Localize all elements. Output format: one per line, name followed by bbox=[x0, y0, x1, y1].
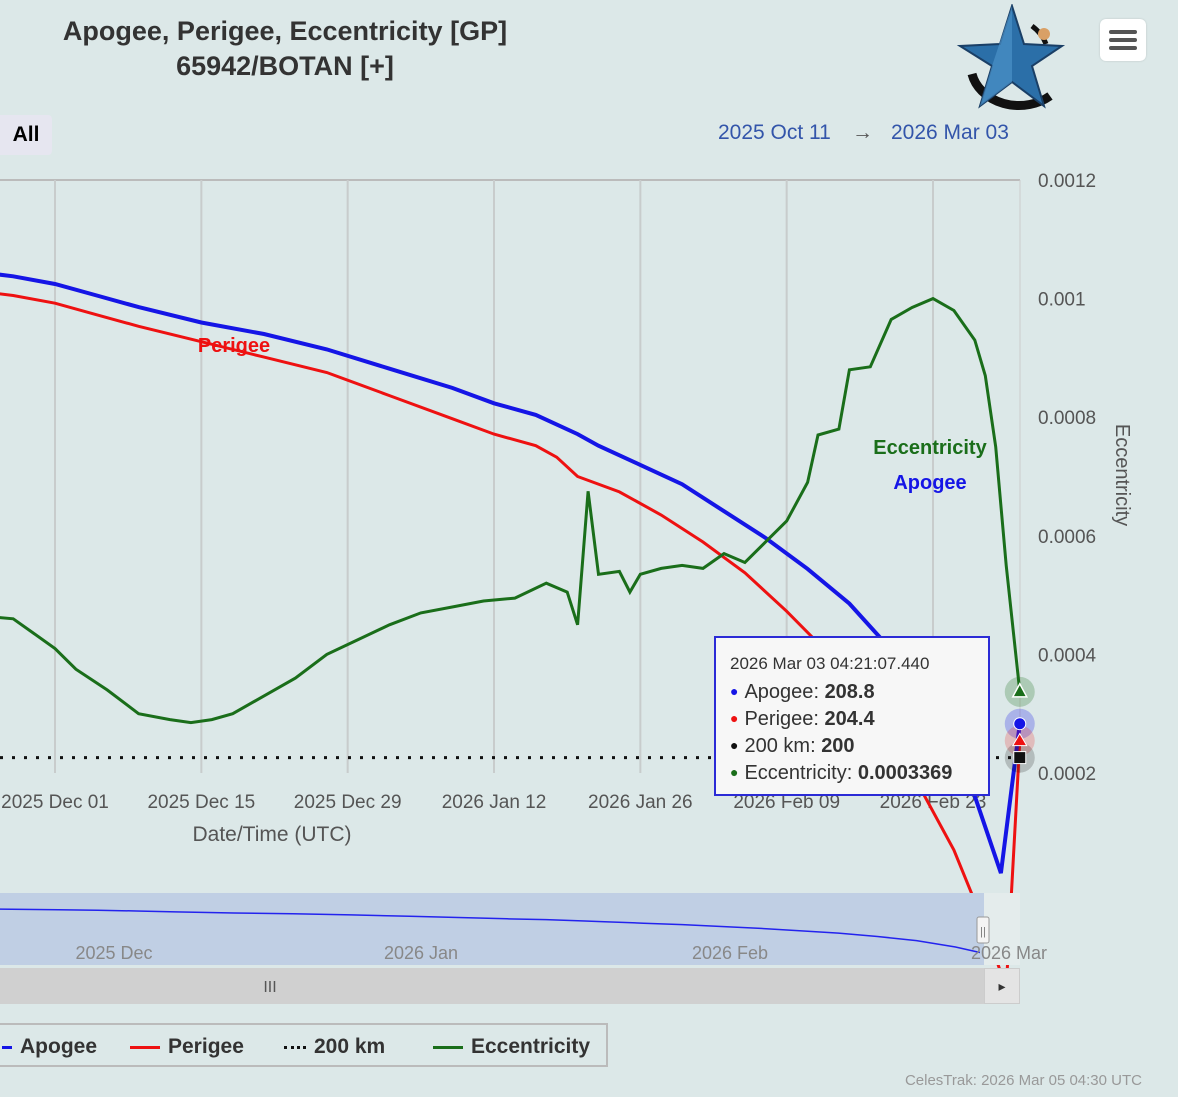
tooltip-row-200km: ● 200 km: 200 bbox=[730, 735, 855, 757]
x-tick-label: 2025 Dec 15 bbox=[147, 792, 255, 813]
eccentricity-marker bbox=[1011, 682, 1029, 698]
navigator-handle-right[interactable] bbox=[976, 916, 990, 944]
range-arrow: → bbox=[852, 121, 873, 144]
navigator-label: 2026 Mar bbox=[971, 943, 1047, 963]
x-tick-label: 2025 Dec 29 bbox=[294, 792, 402, 813]
legend-item-apogee[interactable]: Apogee bbox=[2, 1035, 97, 1059]
menu-button[interactable] bbox=[1100, 19, 1146, 61]
legend-item-200km[interactable]: 200 km bbox=[284, 1035, 385, 1059]
tooltip-header: 2026 Mar 03 04:21:07.440 bbox=[730, 654, 930, 673]
celestrak-logo bbox=[956, 4, 1066, 111]
tooltip: 2026 Mar 03 04:21:07.440 ● Apogee: 208.8 … bbox=[714, 636, 990, 796]
hover-markers bbox=[1004, 676, 1035, 773]
chart-subtitle[interactable]: 65942/BOTAN [+] bbox=[176, 51, 394, 81]
grid-lines bbox=[0, 179, 1021, 773]
right-tick-label: 0.0002 bbox=[1038, 764, 1096, 785]
navigator-labels: 2025 Dec 2026 Jan 2026 Feb 2026 Mar bbox=[75, 943, 1047, 963]
x-tick-label: 2026 Feb 09 bbox=[733, 792, 840, 813]
perigee-marker bbox=[1011, 732, 1028, 747]
legend-item-perigee[interactable]: Perigee bbox=[130, 1035, 244, 1059]
navigator-apogee-line bbox=[0, 908, 981, 954]
right-axis-ticks: 0.0012 0.001 0.0008 0.0006 0.0004 0.0002 bbox=[1038, 171, 1097, 785]
footer-credit: CelesTrak: 2026 Mar 05 04:30 UTC bbox=[904, 1072, 1142, 1089]
scroll-right-button[interactable]: ▸ bbox=[984, 968, 1020, 1004]
right-tick-label: 0.0006 bbox=[1038, 527, 1096, 548]
right-tick-label: 0.0012 bbox=[1038, 171, 1096, 192]
navigator-label: 2026 Jan bbox=[384, 943, 458, 963]
right-tick-label: 0.0004 bbox=[1038, 645, 1097, 666]
tooltip-row-apogee: ● Apogee: 208.8 bbox=[730, 681, 875, 703]
x-axis-ticks: 2025 Dec 01 2025 Dec 15 2025 Dec 29 2026 Ja… bbox=[1, 792, 986, 813]
scrollbar-grip: III bbox=[263, 979, 276, 996]
right-tick-label: 0.0008 bbox=[1038, 408, 1096, 429]
perigee-series-label: Perigee bbox=[198, 335, 270, 357]
chart-title: Apogee, Perigee, Eccentricity [GP] bbox=[62, 16, 508, 46]
tooltip-row-perigee: ● Perigee: 204.4 bbox=[730, 708, 875, 730]
range-all-button[interactable]: All bbox=[0, 115, 52, 155]
km200-marker bbox=[1013, 751, 1027, 765]
x-tick-label: 2026 Feb 23 bbox=[880, 792, 987, 813]
right-tick-label: 0.001 bbox=[1038, 290, 1086, 311]
range-to-date[interactable]: 2026 Mar 03 bbox=[891, 121, 1009, 144]
apogee-marker bbox=[1013, 717, 1027, 731]
navigator-selection[interactable] bbox=[0, 893, 984, 965]
navigator-handle-grip: || bbox=[980, 926, 986, 938]
right-axis-label: Eccentricity bbox=[1111, 424, 1133, 526]
x-tick-label: 2025 Dec 01 bbox=[1, 792, 109, 813]
legend: Apogee Perigee 200 km Eccentricity bbox=[0, 1023, 608, 1067]
range-from-date[interactable]: 2025 Oct 11 bbox=[718, 121, 831, 144]
navigator-label: 2025 Dec bbox=[75, 943, 152, 963]
x-tick-label: 2026 Jan 26 bbox=[588, 792, 693, 813]
x-axis-label: Date/Time (UTC) bbox=[192, 823, 351, 846]
eccentricity-series-label: Eccentricity bbox=[873, 437, 987, 459]
series-eccentricity-line bbox=[0, 296, 1022, 725]
navigator-scrollbar[interactable] bbox=[0, 968, 984, 1004]
apogee-series-label: Apogee bbox=[893, 472, 966, 494]
tooltip-row-eccentricity: ● Eccentricity: 0.0003369 bbox=[730, 762, 953, 784]
x-tick-label: 2026 Jan 12 bbox=[442, 792, 547, 813]
legend-item-eccentricity[interactable]: Eccentricity bbox=[433, 1035, 590, 1059]
navigator-label: 2026 Feb bbox=[692, 943, 768, 963]
